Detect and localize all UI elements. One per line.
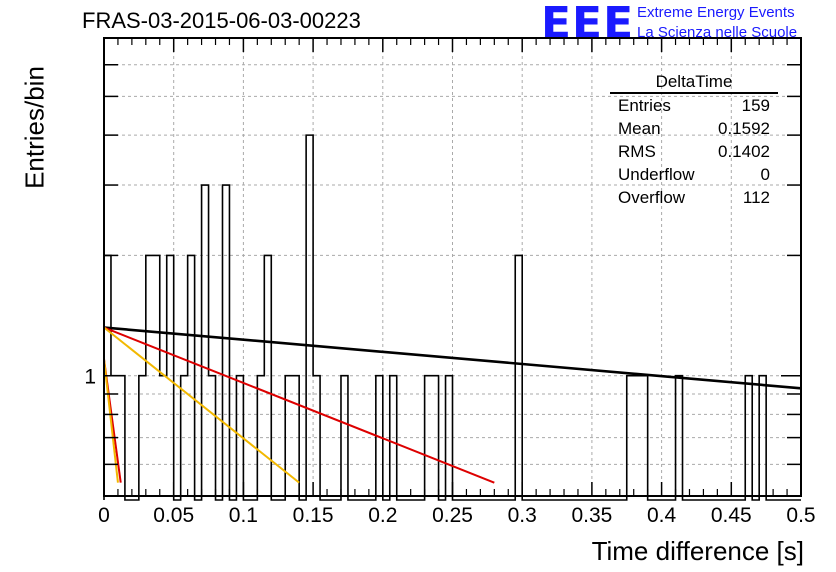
x-tick-label: 0.2 xyxy=(368,504,397,527)
stats-label: Overflow xyxy=(618,188,686,207)
y-tick-label: 1 xyxy=(84,366,96,389)
x-tick-label: 0.5 xyxy=(786,504,815,527)
x-tick-label: 0.15 xyxy=(293,504,334,527)
fit-line xyxy=(104,326,300,484)
stats-value: 0.1592 xyxy=(718,119,770,138)
x-tick-label: 0.35 xyxy=(571,504,612,527)
histogram-bin xyxy=(202,185,209,496)
stats-value: 0 xyxy=(760,165,770,184)
stats-label: Entries xyxy=(618,96,671,115)
x-axis-label: Time difference [s] xyxy=(591,536,804,566)
fit-line xyxy=(104,326,495,484)
stats-row-rms: RMS 0.1402 xyxy=(610,140,778,163)
x-tick-label: 0.1 xyxy=(229,504,258,527)
stats-value: 112 xyxy=(742,188,770,207)
stats-label: Mean xyxy=(618,119,661,138)
stats-label: RMS xyxy=(618,142,656,161)
histogram-outline xyxy=(103,134,801,501)
x-tick-label: 0.45 xyxy=(711,504,752,527)
logo-line-1: Extreme Energy Events xyxy=(637,4,795,21)
stats-title: DeltaTime xyxy=(610,72,778,94)
eee-logo: EEE xyxy=(541,0,635,49)
x-tick-label: 0.3 xyxy=(508,504,537,527)
histogram-bin xyxy=(222,185,229,496)
x-tick-label: 0 xyxy=(98,504,110,527)
stats-value: 159 xyxy=(741,96,770,115)
y-axis-label: Entries/bin xyxy=(19,66,50,189)
chart-title: FRAS-03-2015-06-03-00223 xyxy=(82,8,361,33)
stats-row-entries: Entries 159 xyxy=(610,94,778,117)
histogram-bin xyxy=(306,135,313,496)
fit-line xyxy=(104,326,801,390)
stats-box: DeltaTime Entries 159 Mean 0.1592 RMS 0.… xyxy=(610,72,778,209)
stats-row-underflow: Underflow 0 xyxy=(610,163,778,186)
x-tick-label: 0.25 xyxy=(432,504,473,527)
x-tick-label: 0.4 xyxy=(647,504,677,527)
x-tick-label: 0.05 xyxy=(153,504,194,527)
stats-value: 0.1402 xyxy=(718,142,770,161)
stats-row-overflow: Overflow 112 xyxy=(610,186,778,209)
stats-row-mean: Mean 0.1592 xyxy=(610,117,778,140)
stats-label: Underflow xyxy=(618,165,695,184)
fit-line xyxy=(104,359,119,483)
logo-line-2: La Scienza nelle Scuole xyxy=(637,24,798,41)
